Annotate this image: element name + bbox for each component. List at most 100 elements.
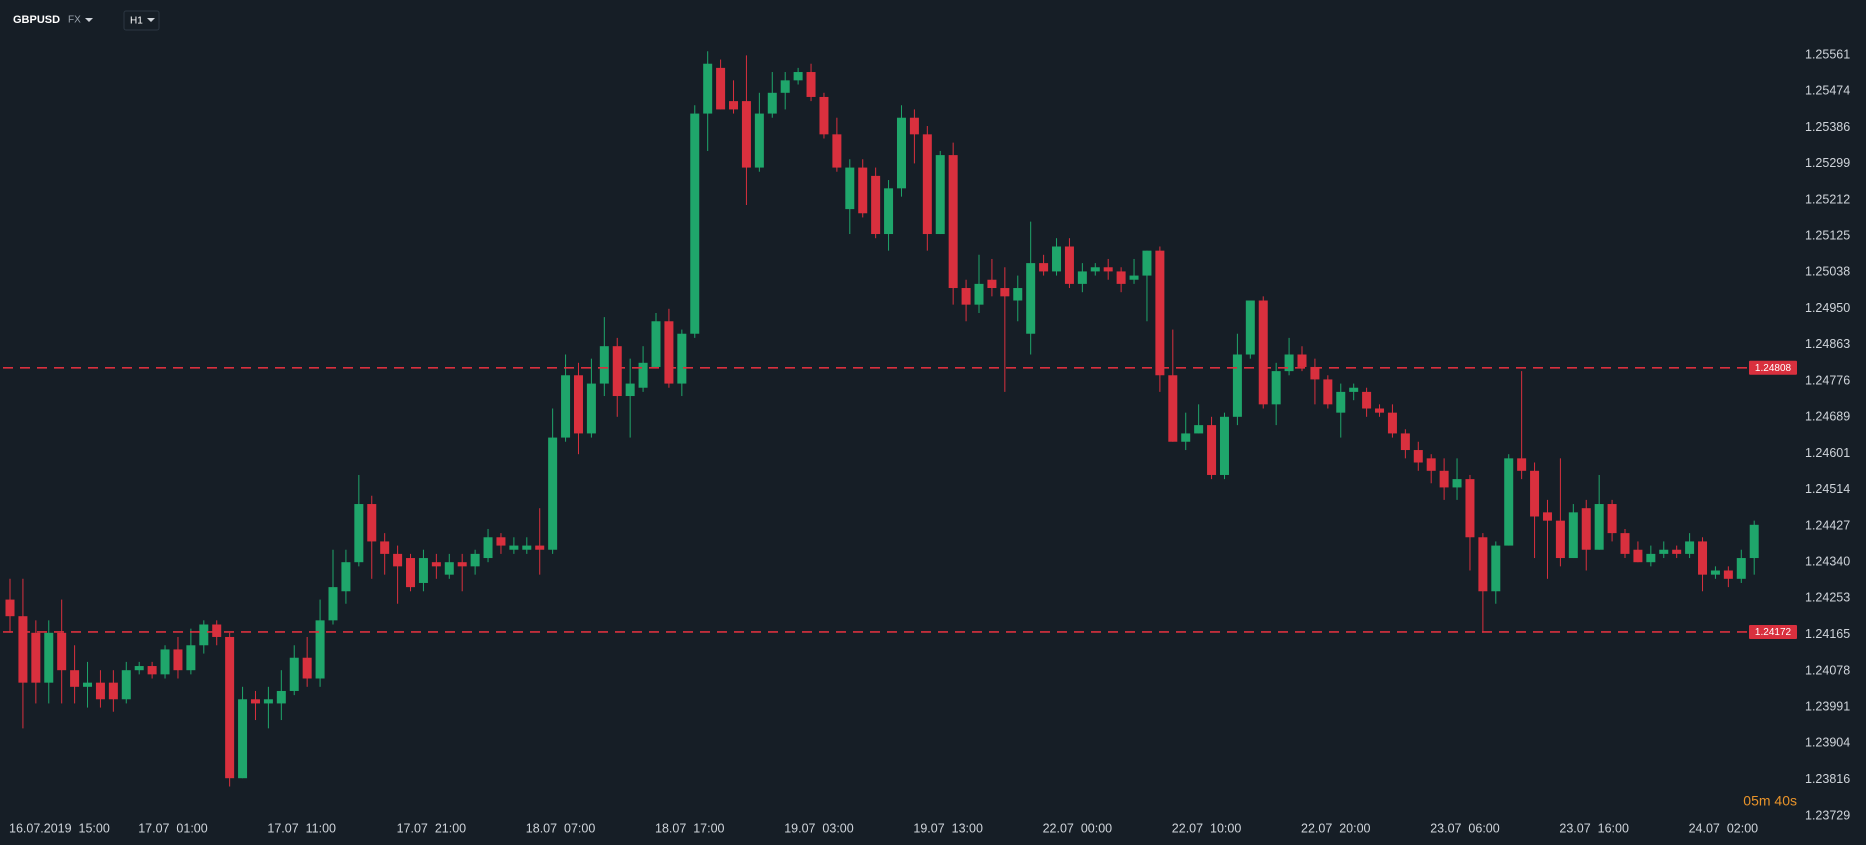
- y-tick-label: 1.24078: [1805, 663, 1850, 677]
- candle-body: [819, 96, 829, 135]
- candle-body: [147, 666, 157, 675]
- y-tick-label: 1.25561: [1805, 47, 1850, 61]
- dropdown-caret[interactable]: [85, 18, 93, 22]
- x-tick-label: 17.07 21:00: [397, 821, 467, 835]
- candle-body: [1232, 354, 1242, 417]
- candle-body: [121, 670, 131, 700]
- candle-body: [289, 657, 299, 691]
- x-tick-label: 17.07 01:00: [138, 821, 208, 835]
- candle-body: [1633, 549, 1643, 563]
- candle-body: [1439, 470, 1449, 488]
- candle-body: [845, 167, 855, 210]
- candle-body: [987, 279, 997, 289]
- y-tick-label: 1.24601: [1805, 446, 1850, 460]
- candle-body: [483, 537, 493, 559]
- symbol[interactable]: GBPUSD: [13, 14, 60, 26]
- y-tick-label: 1.24253: [1805, 591, 1850, 605]
- y-tick-label: 1.23816: [1805, 772, 1850, 786]
- y-tick-label: 1.24776: [1805, 373, 1850, 387]
- candle-body: [18, 616, 28, 683]
- candle-body: [1659, 549, 1669, 554]
- candle-body: [1607, 504, 1617, 534]
- candle-body: [1026, 263, 1036, 334]
- y-tick-label: 1.25386: [1805, 120, 1850, 134]
- y-tick-label: 1.23991: [1805, 699, 1850, 713]
- timeframe-box[interactable]: [123, 10, 160, 31]
- candle-body: [535, 545, 545, 550]
- y-tick-label: 1.25125: [1805, 228, 1850, 242]
- candle-body: [250, 699, 260, 704]
- candle-body: [961, 288, 971, 305]
- candle-body: [367, 504, 377, 542]
- candle-body: [612, 346, 622, 397]
- timeframe[interactable]: H1: [130, 16, 143, 27]
- candle-body: [95, 682, 105, 700]
- candle-body: [548, 437, 558, 550]
- candle-body: [1375, 408, 1385, 413]
- y-tick-label: 1.24427: [1805, 518, 1850, 532]
- y-tick-label: 1.24340: [1805, 554, 1850, 568]
- candle-body: [599, 346, 609, 384]
- candle-body: [522, 545, 532, 550]
- market[interactable]: FX: [68, 15, 81, 26]
- candle-body: [302, 657, 312, 679]
- candle-body: [315, 620, 325, 679]
- candle-body: [1207, 425, 1217, 475]
- candle-body: [1284, 354, 1294, 372]
- x-tick-label: 18.07 07:00: [526, 821, 596, 835]
- candle-body: [509, 545, 519, 550]
- candle-body: [793, 72, 803, 81]
- candle-body: [44, 632, 54, 683]
- y-tick-label: 1.24689: [1805, 410, 1850, 424]
- candle-body: [1749, 524, 1759, 559]
- candle-body: [1542, 512, 1552, 521]
- candle-body: [1064, 246, 1074, 284]
- candle-body: [444, 562, 454, 575]
- candle-body: [1723, 570, 1733, 579]
- candle-body: [767, 92, 777, 114]
- candle-body: [173, 649, 183, 671]
- candle-body: [948, 155, 958, 289]
- candle-body: [199, 624, 209, 646]
- candle-body: [470, 553, 480, 567]
- y-tick-label: 1.23729: [1805, 808, 1850, 822]
- candle-body: [1039, 263, 1049, 272]
- countdown-timer: 05m 40s: [1743, 793, 1797, 809]
- x-tick-label: 17.07 11:00: [267, 821, 336, 835]
- candle-body: [418, 558, 428, 583]
- candle-body: [5, 599, 15, 617]
- candle-body: [1000, 288, 1010, 297]
- candle-body: [393, 553, 403, 567]
- candle-body: [974, 283, 984, 305]
- price-level-label: 1.24172: [1755, 627, 1792, 638]
- candle-body: [1452, 479, 1462, 488]
- candle-body: [212, 624, 222, 637]
- candle-body: [832, 134, 842, 168]
- candle-body: [1013, 288, 1023, 301]
- candle-body: [1336, 391, 1346, 413]
- x-tick-label: 22.07 20:00: [1301, 821, 1371, 835]
- price-level-label: 1.24808: [1755, 363, 1792, 374]
- candle-body: [741, 101, 751, 168]
- candle-body: [328, 587, 338, 621]
- price-level-tag: [1749, 624, 1797, 639]
- candle-body: [1594, 504, 1604, 550]
- x-tick-label: 19.07 03:00: [784, 821, 854, 835]
- y-tick-label: 1.24863: [1805, 337, 1850, 351]
- candle-body: [1155, 250, 1165, 376]
- x-tick-label: 23.07 16:00: [1559, 821, 1629, 835]
- candle-body: [1698, 541, 1708, 575]
- candle-body: [70, 670, 80, 687]
- candle-body: [1077, 271, 1087, 284]
- x-tick-label: 24.07 02:00: [1689, 821, 1759, 835]
- candle-body: [1568, 512, 1578, 559]
- candle-body: [108, 682, 118, 700]
- price-level-tag: [1749, 360, 1797, 375]
- candle-body: [922, 134, 932, 235]
- candle-body: [1219, 416, 1229, 475]
- candle-body: [909, 117, 919, 135]
- y-tick-label: 1.24165: [1805, 627, 1850, 641]
- dropdown-caret[interactable]: [147, 18, 155, 22]
